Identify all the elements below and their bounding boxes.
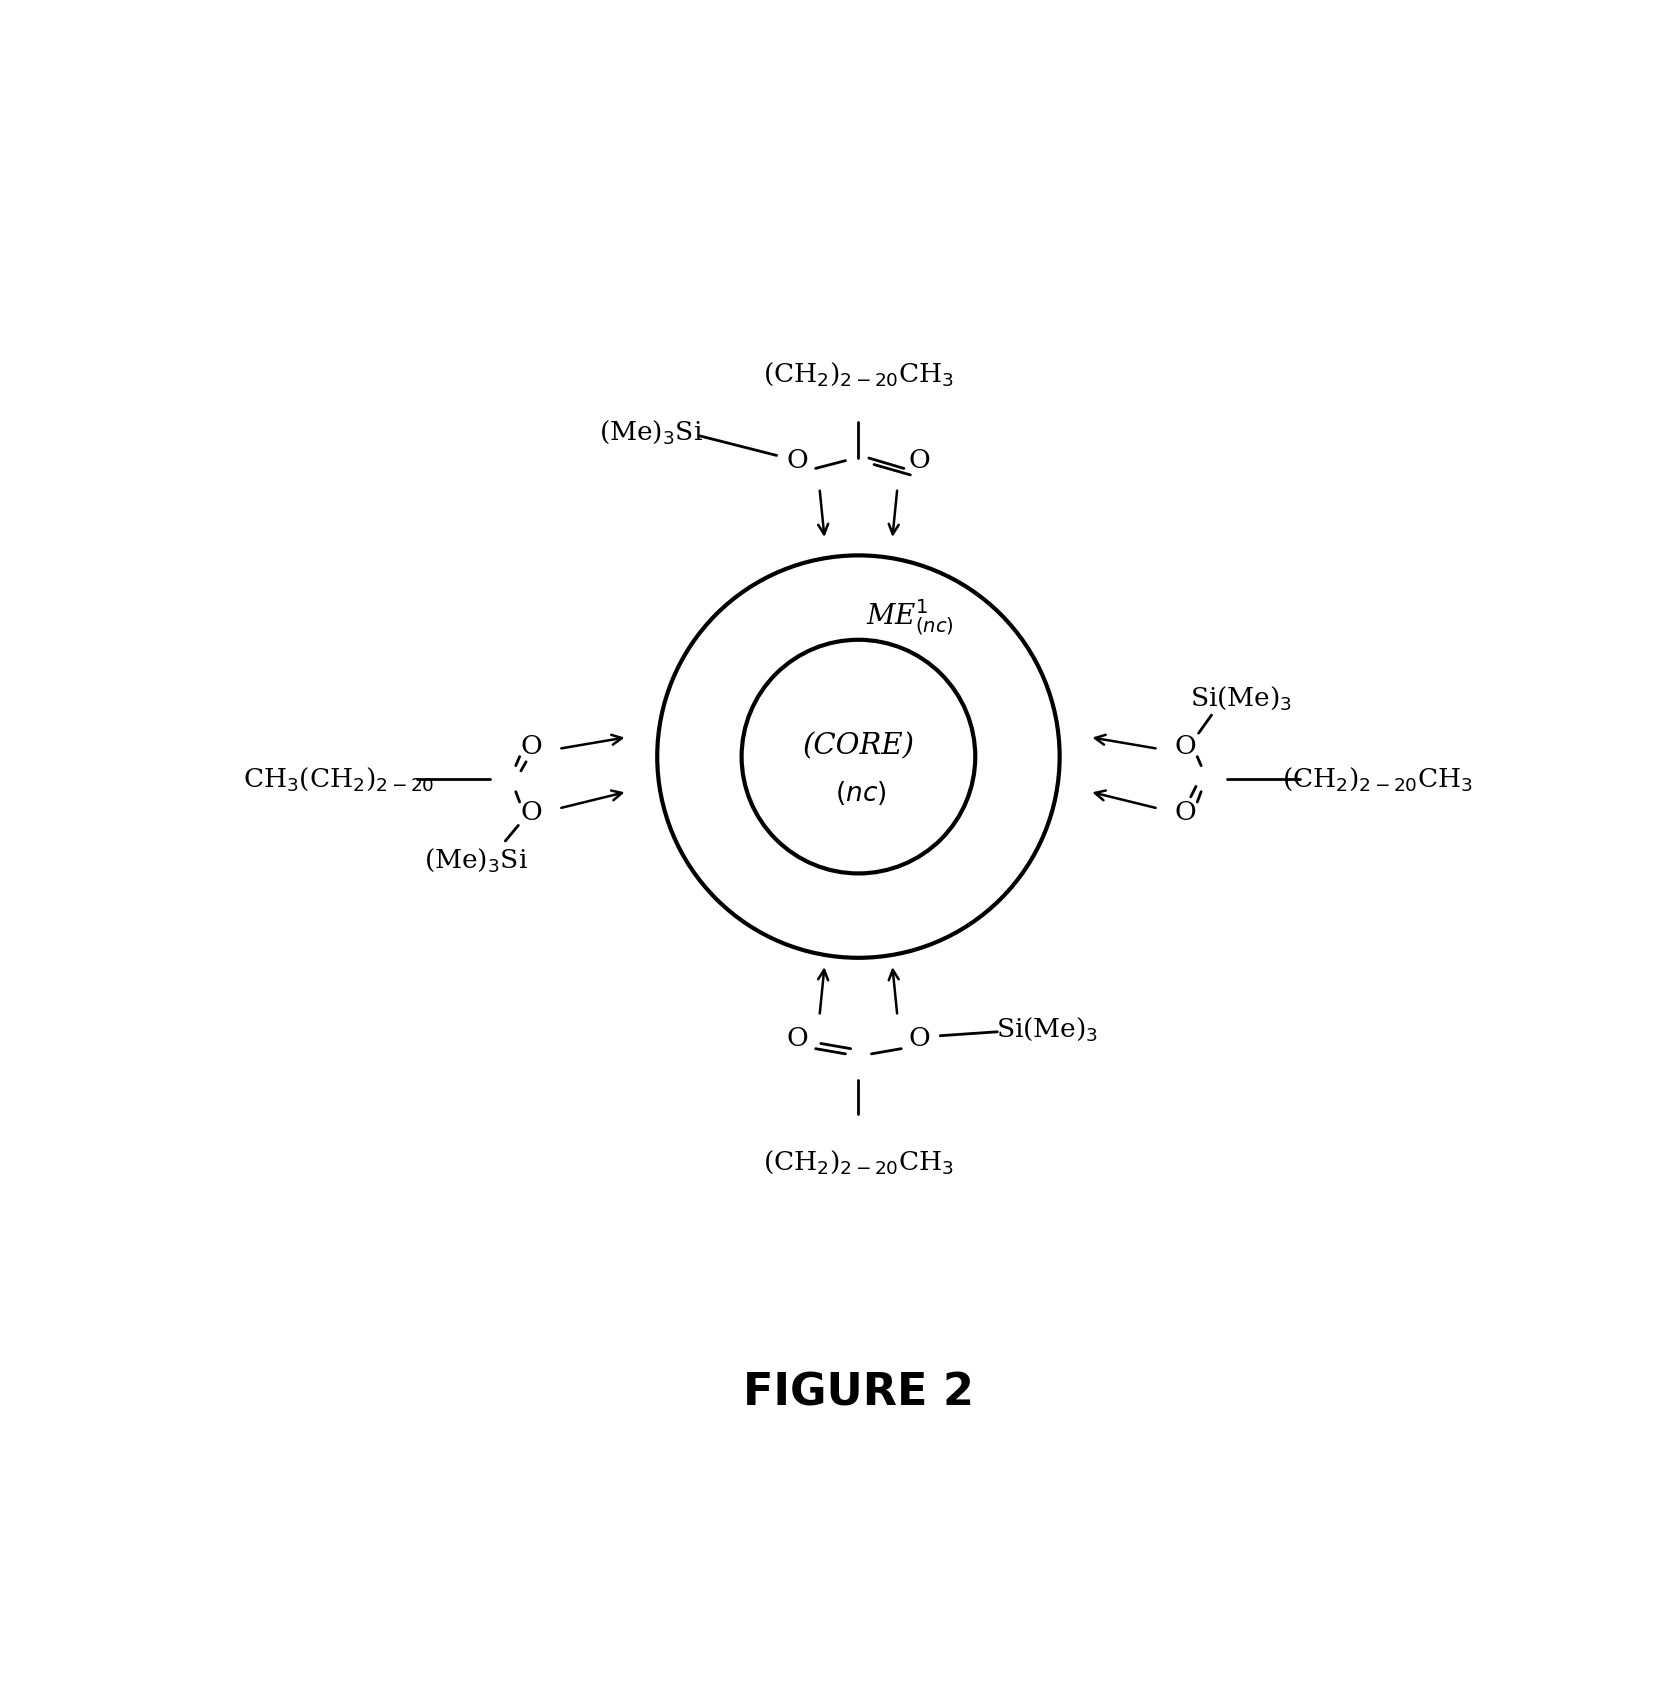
Text: (CH$_2$)$_{2-20}$CH$_3$: (CH$_2$)$_{2-20}$CH$_3$ (762, 1148, 955, 1175)
Text: O: O (1174, 800, 1196, 825)
Text: $(nc)$: $(nc)$ (836, 780, 886, 807)
Text: (Me)$_3$Si: (Me)$_3$Si (424, 847, 528, 874)
Text: O: O (521, 800, 543, 825)
Text: (CH$_2$)$_{2-20}$CH$_3$: (CH$_2$)$_{2-20}$CH$_3$ (762, 360, 955, 387)
Text: O: O (908, 448, 930, 473)
Text: FIGURE 2: FIGURE 2 (744, 1371, 973, 1414)
Text: Si(Me)$_3$: Si(Me)$_3$ (1191, 685, 1293, 712)
Text: O: O (787, 448, 809, 473)
Text: O: O (1174, 734, 1196, 759)
Text: O: O (908, 1026, 930, 1050)
Text: O: O (787, 1026, 809, 1050)
Text: Si(Me)$_3$: Si(Me)$_3$ (995, 1015, 1097, 1043)
Text: ME$^1_{(nc)}$: ME$^1_{(nc)}$ (866, 597, 955, 638)
Text: (Me)$_3$Si: (Me)$_3$Si (598, 418, 704, 446)
Text: (CH$_2$)$_{2-20}$CH$_3$: (CH$_2$)$_{2-20}$CH$_3$ (1281, 764, 1474, 793)
Text: (CORE): (CORE) (802, 732, 915, 761)
Text: CH$_3$(CH$_2$)$_{2-20}$: CH$_3$(CH$_2$)$_{2-20}$ (243, 764, 436, 793)
Text: O: O (521, 734, 543, 759)
